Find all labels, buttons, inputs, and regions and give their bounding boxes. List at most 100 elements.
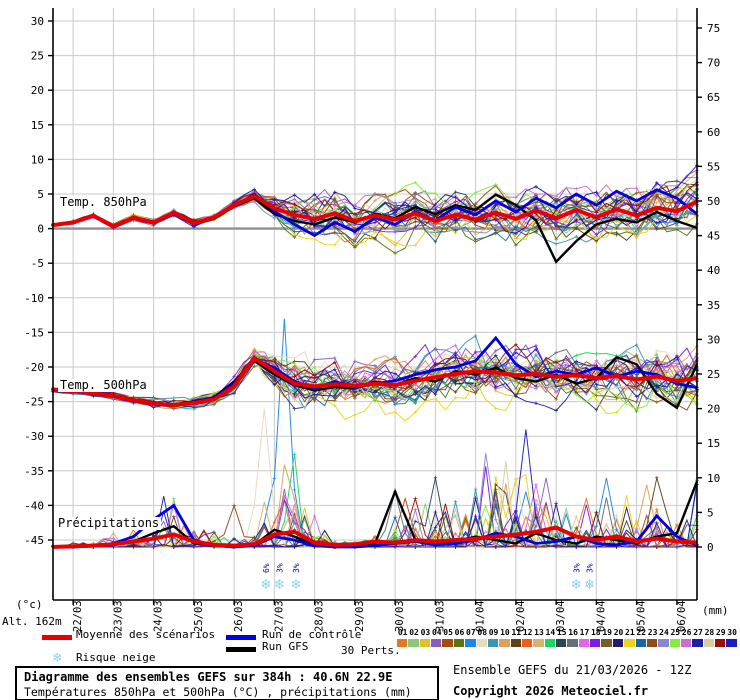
- pert-number: 12: [522, 628, 533, 637]
- svg-text:6%: 6%: [262, 563, 271, 573]
- svg-text:60: 60: [707, 126, 720, 139]
- svg-text:15: 15: [31, 119, 44, 132]
- pert-number: 05: [443, 628, 453, 637]
- panel-label-t850: Temp. 850hPa: [58, 195, 149, 209]
- svg-text:-20: -20: [24, 361, 44, 374]
- svg-text:30/03: 30/03: [394, 600, 406, 632]
- svg-text:55: 55: [707, 160, 720, 173]
- pert-number: 07: [466, 628, 476, 637]
- gfs-line-swatch: [226, 647, 256, 652]
- svg-text:24/03: 24/03: [153, 600, 165, 632]
- pert-color-swatch: [521, 639, 533, 647]
- pert-color-swatch: [487, 639, 499, 647]
- svg-text:3%: 3%: [572, 563, 581, 573]
- pert-number: 03: [420, 628, 431, 637]
- pert-color-swatch: [499, 639, 510, 647]
- pert-number: 23: [647, 628, 658, 637]
- svg-text:-5: -5: [31, 257, 44, 270]
- pert-number: 28: [704, 628, 715, 637]
- svg-text:-35: -35: [24, 465, 44, 478]
- pert-number: 19: [602, 628, 612, 637]
- panel-label-t500: Temp. 500hPa: [58, 378, 149, 392]
- altitude-label: Alt. 162m: [2, 615, 62, 628]
- svg-text:28/03: 28/03: [314, 600, 326, 632]
- legend-snow-label: Risque neige: [76, 651, 156, 664]
- svg-text:50: 50: [707, 195, 720, 208]
- pert-number: 06: [454, 628, 465, 637]
- pert-number: 10: [500, 628, 510, 637]
- perts-strip: 01 02 03 04 05 06 07 08 09 10 11 12 13 14 15 16 17 18 19 20…: [397, 628, 738, 647]
- svg-text:25/03: 25/03: [193, 600, 205, 632]
- svg-text:-30: -30: [24, 430, 44, 443]
- legend-gfs-label: Run GFS: [262, 640, 309, 653]
- pert-color-swatch: [556, 639, 567, 647]
- pert-number: 04: [431, 628, 442, 637]
- pert-number: 01: [397, 628, 408, 637]
- pert-color-swatch: [533, 639, 544, 647]
- pert-number: 18: [590, 628, 601, 637]
- pert-number: 17: [579, 628, 590, 637]
- pert-number: 27: [693, 628, 703, 637]
- pert-number: 08: [477, 628, 488, 637]
- svg-text:10: 10: [31, 153, 44, 166]
- pert-number: 24: [659, 628, 669, 637]
- svg-text:27/03: 27/03: [273, 600, 285, 632]
- pert-color-swatch: [715, 639, 726, 647]
- pert-color-swatch: [612, 639, 624, 647]
- svg-text:01/04: 01/04: [475, 600, 487, 632]
- pert-color-swatch: [601, 639, 612, 647]
- pert-color-swatch: [578, 639, 590, 647]
- svg-text:5: 5: [37, 188, 44, 201]
- pert-number: 21: [625, 628, 635, 637]
- pert-color-swatch: [510, 639, 521, 647]
- pert-color-swatch: [544, 639, 556, 647]
- pert-number: 02: [409, 628, 419, 637]
- pert-number: 11: [511, 628, 522, 637]
- pert-color-swatch: [453, 639, 465, 647]
- svg-text:3%: 3%: [292, 563, 301, 573]
- svg-text:5: 5: [707, 506, 714, 519]
- pert-color-swatch: [669, 639, 680, 647]
- right-axis-unit: (mm): [702, 604, 729, 617]
- svg-text:-25: -25: [24, 396, 44, 409]
- svg-text:25: 25: [31, 50, 44, 63]
- svg-text:70: 70: [707, 57, 720, 70]
- pert-color-swatch: [476, 639, 487, 647]
- run-info: Ensemble GEFS du 21/03/2026 - 12Z: [453, 663, 692, 677]
- control-line-swatch: [226, 635, 256, 640]
- pert-color-swatch: [408, 639, 419, 647]
- pert-number: 14: [545, 628, 556, 637]
- mean-line-swatch: [42, 635, 72, 640]
- svg-text:02/04: 02/04: [515, 600, 527, 632]
- footer-title-box: Diagramme des ensembles GEFS sur 384h : …: [15, 666, 439, 700]
- svg-text:06/04: 06/04: [676, 600, 688, 632]
- svg-text:-15: -15: [24, 326, 44, 339]
- snowflake-icon: ❄: [292, 575, 301, 593]
- pert-color-swatch: [397, 639, 408, 647]
- snowflake-icon: ❄: [275, 575, 284, 593]
- svg-text:30: 30: [707, 333, 720, 346]
- pert-number: 16: [568, 628, 578, 637]
- pert-color-swatch: [442, 639, 453, 647]
- svg-text:20: 20: [707, 403, 720, 416]
- pert-color-swatch: [658, 639, 669, 647]
- svg-text:29/03: 29/03: [354, 600, 366, 632]
- pert-color-swatch: [703, 639, 715, 647]
- pert-color-swatch: [692, 639, 703, 647]
- svg-text:30: 30: [31, 15, 44, 28]
- pert-number: 22: [636, 628, 647, 637]
- svg-text:04/04: 04/04: [595, 600, 607, 632]
- snowflake-icon: ❄: [585, 575, 594, 593]
- pert-color-swatch: [431, 639, 442, 647]
- pert-number: 15: [556, 628, 567, 637]
- snowflake-icon: ❄: [53, 650, 62, 666]
- svg-text:15: 15: [707, 437, 720, 450]
- svg-text:25: 25: [707, 368, 720, 381]
- svg-text:0: 0: [707, 541, 714, 554]
- chart-plot-area: 302520151050-5-10-15-20-25-30-35-40-4575…: [24, 8, 720, 632]
- legend-mean-label: Moyenne des scénarios: [76, 628, 216, 641]
- pert-number: 26: [681, 628, 692, 637]
- left-axis-unit: (°c): [16, 598, 43, 611]
- pert-color-swatch: [646, 639, 658, 647]
